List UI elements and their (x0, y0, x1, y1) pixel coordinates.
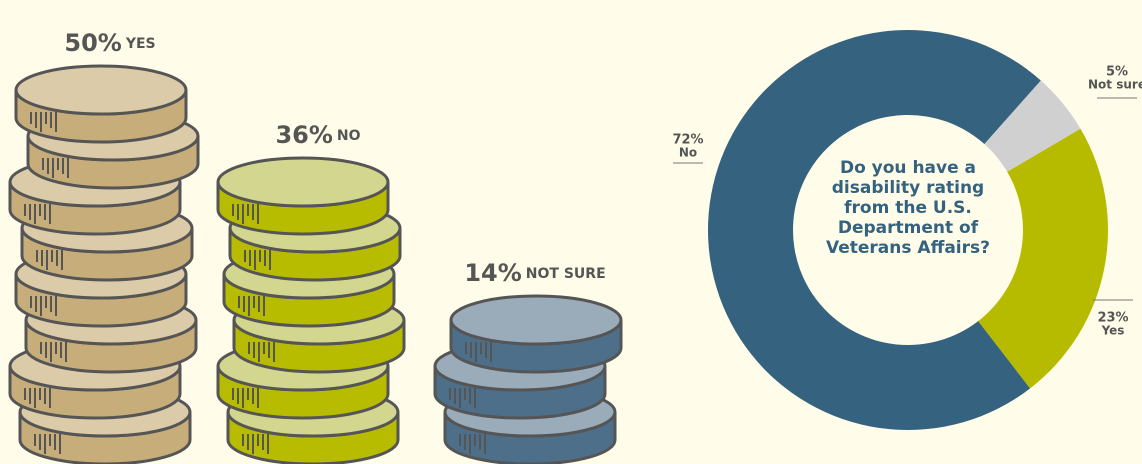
coin-top (218, 158, 388, 206)
category-label: NO (337, 128, 361, 144)
donut-title: Do you have a disability rating from the… (808, 158, 1008, 258)
category-label: No (679, 146, 697, 160)
coin-stack (10, 66, 198, 464)
category-label: YES (125, 36, 156, 52)
coin-stack (218, 158, 404, 464)
stack-label: 14% NOT SURE (464, 259, 605, 287)
coin-stack (435, 296, 621, 464)
category-label: Yes (1101, 324, 1125, 338)
infographic: 50%YES36%NO14%NOT SURE5%Not sure23%Yes72… (0, 0, 1142, 464)
stack-label: 50%YES (64, 29, 155, 57)
coin-top (16, 66, 186, 114)
category-label: Not sure (1088, 78, 1142, 92)
coin-top (451, 296, 621, 344)
category-label: NOT SURE (526, 266, 606, 282)
stack-label: 36% NO (275, 121, 360, 149)
value-label: 36% (275, 121, 332, 149)
value-label: 14% (464, 259, 521, 287)
value-label: 50% (64, 29, 121, 57)
